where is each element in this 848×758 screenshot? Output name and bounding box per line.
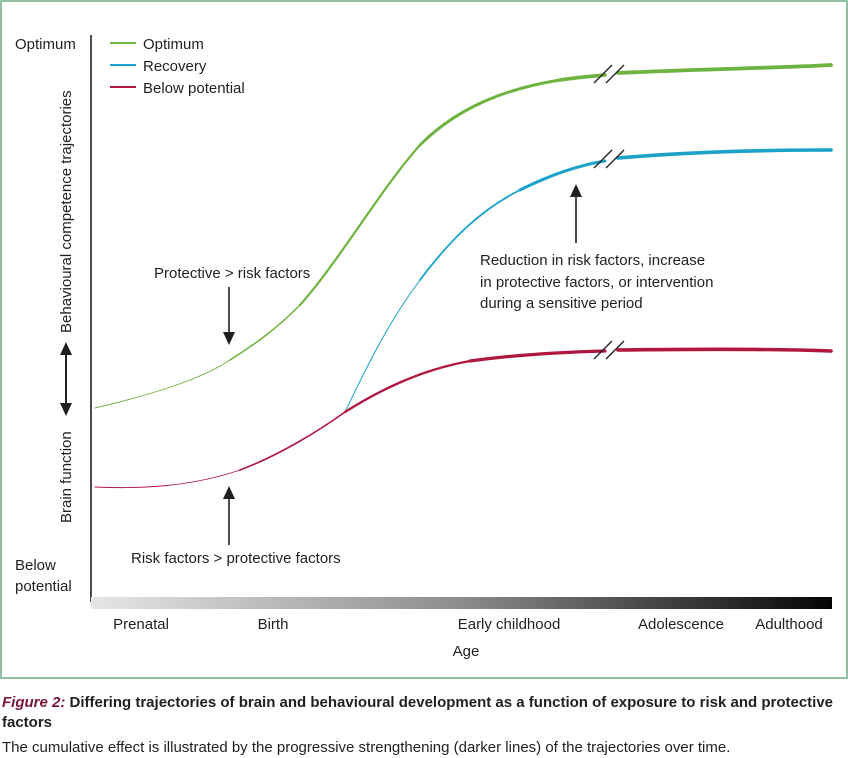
axis-break-markers xyxy=(593,64,625,360)
y-bottom-label-2: potential xyxy=(15,578,72,595)
figure-caption-title-text: Differing trajectories of brain and beha… xyxy=(2,694,834,731)
below-potential-curve xyxy=(94,347,833,489)
y-axis-title-lower: Brain function xyxy=(58,431,75,523)
legend: Optimum Recovery Below potential xyxy=(110,36,245,97)
age-gradient-bar xyxy=(91,597,832,609)
legend-label-below: Below potential xyxy=(143,80,245,97)
figure-caption-title: Figure 2: Differing trajectories of brai… xyxy=(2,693,846,733)
break-recovery-b xyxy=(605,149,625,169)
annotation-protective-arrow-head xyxy=(223,332,235,345)
y-axis-title-upper: Behavioural competence trajectories xyxy=(58,90,75,333)
break-recovery-a xyxy=(593,149,613,169)
optimum-curve xyxy=(94,63,833,409)
legend-label-optimum: Optimum xyxy=(143,36,204,53)
annotation-reduction-line2: in protective factors, or intervention xyxy=(480,274,713,291)
break-below-a xyxy=(593,340,613,360)
break-optimum-a xyxy=(593,64,613,84)
x-axis-title: Age xyxy=(453,643,480,660)
annotation-reduction-line1: Reduction in risk factors, increase xyxy=(480,252,705,269)
x-tick-early-childhood: Early childhood xyxy=(458,616,561,633)
legend-label-recovery: Recovery xyxy=(143,58,207,75)
break-optimum-b xyxy=(605,64,625,84)
figure-caption-label: Figure 2: xyxy=(2,694,66,711)
x-tick-birth: Birth xyxy=(258,616,289,633)
figure-frame xyxy=(0,0,848,679)
annotation-reduction-arrow-head xyxy=(570,184,582,197)
y-bottom-label-1: Below xyxy=(15,557,56,574)
annotation-reduction-line3: during a sensitive period xyxy=(480,295,643,312)
figure-caption-body: The cumulative effect is illustrated by … xyxy=(2,739,731,756)
y-double-arrow-down-head xyxy=(60,403,72,416)
annotation-risk: Risk factors > protective factors xyxy=(131,550,341,567)
x-tick-adolescence: Adolescence xyxy=(638,616,724,633)
annotation-risk-arrow-head xyxy=(223,486,235,499)
x-tick-prenatal: Prenatal xyxy=(113,616,169,633)
y-double-arrow-up-head xyxy=(60,342,72,355)
break-below-b xyxy=(605,340,625,360)
y-top-label: Optimum xyxy=(15,36,76,53)
x-tick-adulthood: Adulthood xyxy=(755,616,823,633)
recovery-curve xyxy=(344,148,833,413)
annotation-protective: Protective > risk factors xyxy=(154,265,310,282)
